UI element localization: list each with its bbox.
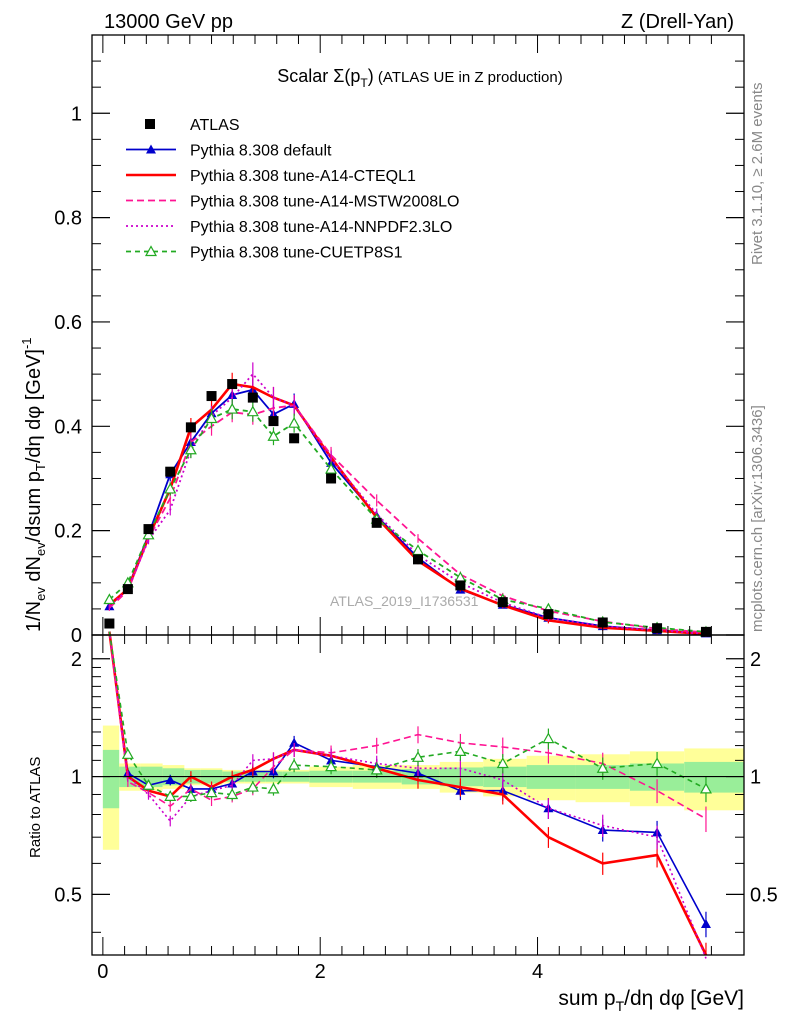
ratio-marker bbox=[370, 763, 383, 775]
series-marker bbox=[164, 482, 177, 494]
legend-label: Pythia 8.308 tune-A14-CTEQL1 bbox=[190, 168, 416, 185]
legend-marker-atlas bbox=[145, 119, 155, 129]
ratio-y-tick-label-right: 2 bbox=[750, 649, 761, 671]
main-y-tick-label: 0 bbox=[71, 625, 82, 647]
ratio-marker bbox=[289, 737, 300, 747]
atlas-data-point bbox=[326, 473, 337, 484]
legend-label: Pythia 8.308 default bbox=[190, 143, 332, 160]
atlas-data-point bbox=[143, 524, 154, 535]
ratio-marker bbox=[246, 780, 259, 792]
series-marker bbox=[411, 544, 425, 556]
atlas-data-point bbox=[371, 517, 382, 528]
ratio-marker bbox=[121, 748, 134, 759]
series-marker bbox=[288, 416, 301, 428]
ratio-marker bbox=[267, 782, 280, 794]
atlas-data-point bbox=[104, 618, 115, 629]
header-left: 13000 GeV pp bbox=[104, 11, 233, 33]
series-marker bbox=[184, 443, 197, 455]
legend-marker bbox=[144, 245, 158, 257]
atlas-data-point bbox=[122, 584, 133, 595]
series-marker bbox=[142, 528, 155, 540]
ratio-y-label: Ratio to ATLAS bbox=[27, 757, 44, 858]
ratio-y-tick-label: 2 bbox=[71, 649, 82, 671]
uncertainty-band-inner bbox=[102, 749, 120, 809]
atlas-data-point bbox=[165, 466, 176, 477]
ratio-marker bbox=[496, 757, 509, 769]
x-axis-label: sum pT/dη dφ [GeV] bbox=[558, 987, 744, 1014]
atlas-data-point bbox=[597, 617, 608, 628]
uncertainty-band-inner bbox=[684, 761, 744, 793]
legend-label: Pythia 8.308 tune-CUETP8S1 bbox=[190, 245, 403, 262]
atlas-data-point bbox=[227, 379, 238, 390]
legend-label-atlas: ATLAS bbox=[190, 117, 240, 134]
ratio-marker bbox=[226, 788, 239, 800]
atlas-data-point bbox=[247, 392, 258, 403]
ratio-marker bbox=[164, 790, 177, 801]
legend-label: Pythia 8.308 tune-A14-NNPDF2.3LO bbox=[190, 219, 452, 236]
atlas-data-point bbox=[497, 597, 508, 608]
x-tick-label: 4 bbox=[532, 961, 543, 983]
series-marker bbox=[246, 405, 259, 417]
atlas-data-point bbox=[289, 433, 300, 444]
atlas-data-point bbox=[455, 580, 466, 591]
ratio-marker bbox=[542, 732, 555, 744]
atlas-data-point bbox=[268, 416, 279, 427]
series-marker bbox=[226, 402, 239, 414]
main-y-label: 1/Nev dNev/dsum pT/dη dφ [GeV]-1 bbox=[19, 337, 48, 632]
legend-label: Pythia 8.308 tune-A14-MSTW2008LO bbox=[190, 194, 459, 211]
ratio-marker bbox=[184, 790, 197, 801]
ratio-marker bbox=[651, 757, 664, 769]
main-y-tick-label: 0.8 bbox=[54, 208, 82, 230]
atlas-data-point bbox=[543, 609, 554, 620]
mcplots-label: mcplots.cern.ch [arXiv:1306.3436] bbox=[749, 405, 766, 632]
ratio-marker bbox=[142, 779, 155, 790]
ratio-marker bbox=[454, 745, 467, 756]
series-marker bbox=[205, 412, 218, 424]
ratio-frame bbox=[91, 634, 745, 956]
ratio-y-tick-label-right: 0.5 bbox=[750, 884, 778, 906]
chart-title: Scalar Σ(pT) (ATLAS UE in Z production) bbox=[277, 66, 562, 90]
ratio-y-tick-label: 0.5 bbox=[54, 884, 82, 906]
ratio-marker bbox=[325, 760, 338, 772]
main-y-tick-label: 0.6 bbox=[54, 312, 82, 334]
watermark: ATLAS_2019_I1736531 bbox=[330, 593, 479, 609]
series-marker bbox=[325, 462, 338, 474]
atlas-data-point bbox=[652, 623, 663, 634]
rivet-label: Rivet 3.1.10, ≥ 2.6M events bbox=[749, 83, 766, 266]
atlas-data-point bbox=[185, 422, 196, 433]
series-marker bbox=[103, 593, 116, 605]
ratio-panel: 0.5 0.5 1 1 2 2 0 2 4 Ratio to ATLAS sum pT/dη … bbox=[27, 631, 778, 1014]
ratio-y-tick-label-right: 1 bbox=[750, 767, 761, 789]
x-tick-label: 0 bbox=[97, 961, 108, 983]
atlas-data-point bbox=[413, 554, 423, 565]
main-y-tick-label: 0.2 bbox=[54, 521, 82, 543]
ratio-y-tick-label: 1 bbox=[71, 767, 82, 789]
main-y-tick-label: 0.4 bbox=[54, 416, 82, 438]
legend: ATLAS Pythia 8.308 default Pythia 8.308 tu… bbox=[126, 117, 459, 262]
ratio-marker bbox=[411, 751, 425, 762]
main-panel: 0 0.2 0.4 0.6 0.8 1 Scalar Σ(pT) (ATLAS UE in… bbox=[19, 34, 745, 647]
main-y-tick-label: 1 bbox=[71, 103, 82, 125]
atlas-data-point bbox=[700, 626, 711, 637]
series-marker bbox=[267, 429, 280, 441]
ratio-marker bbox=[205, 786, 218, 798]
atlas-data-point bbox=[206, 391, 217, 402]
x-tick-label: 2 bbox=[315, 961, 326, 983]
ratio-marker bbox=[699, 782, 712, 794]
ratio-marker bbox=[700, 919, 711, 929]
ratio-marker bbox=[165, 774, 176, 784]
ratio-marker bbox=[288, 758, 301, 770]
ratio-marker bbox=[596, 762, 609, 773]
legend-marker bbox=[146, 144, 156, 154]
header-right: Z (Drell-Yan) bbox=[621, 11, 734, 33]
